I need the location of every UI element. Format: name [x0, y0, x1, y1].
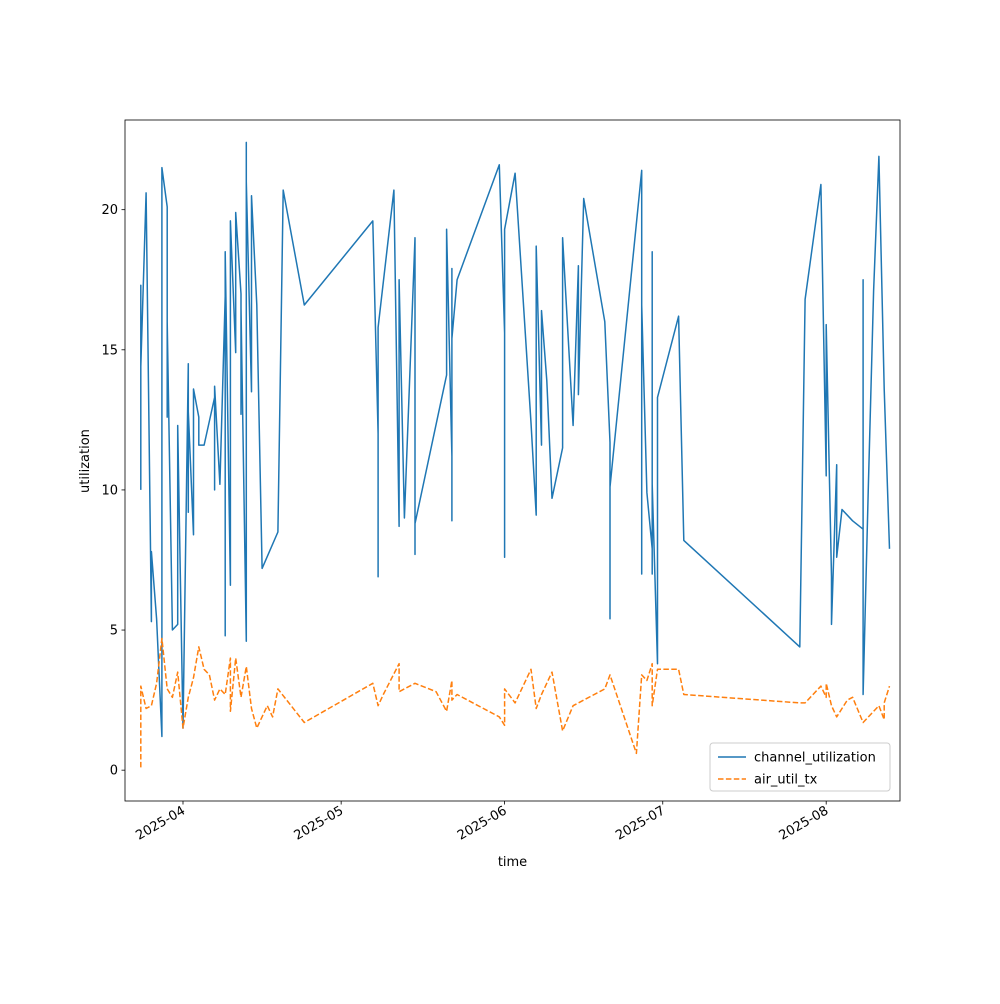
y-tick-label: 5 — [110, 624, 118, 639]
series-line-air_util_tx — [140, 637, 891, 768]
series-layer — [140, 141, 891, 768]
y-tick-label: 10 — [101, 483, 118, 498]
plot-frame — [124, 119, 901, 802]
legend-label-air_util_tx: air_util_tx — [754, 773, 818, 788]
legend-label-channel_utilization: channel_utilization — [754, 751, 876, 766]
legend: channel_utilization air_util_tx — [709, 742, 891, 792]
legend-box — [709, 742, 891, 792]
y-tick-label: 0 — [110, 764, 118, 779]
y-tick-label: 15 — [101, 343, 118, 358]
x-axis-label: time — [498, 855, 527, 870]
y-axis-label: utilization — [78, 429, 93, 493]
series-line-channel_utilization — [140, 141, 891, 738]
y-tick-label: 20 — [101, 203, 118, 218]
